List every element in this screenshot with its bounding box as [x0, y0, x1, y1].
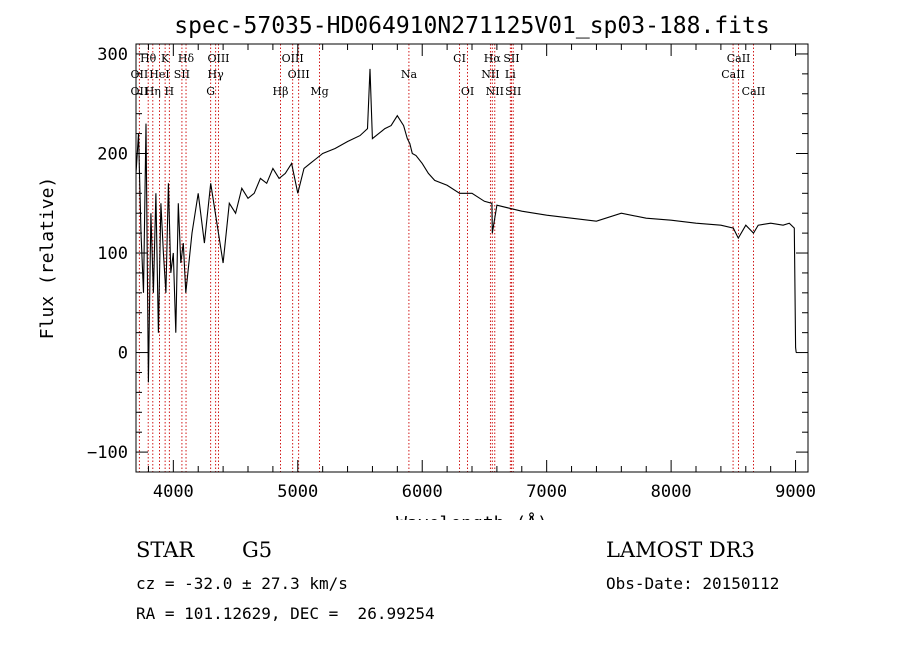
line-label: Hδ [178, 52, 195, 65]
spectrum-line [135, 68, 797, 383]
line-label: CI [453, 52, 466, 65]
line-label: OIII [207, 52, 229, 65]
coordinates: RA = 101.12629, DEC = 26.99254 [136, 604, 435, 623]
line-label: SII [503, 52, 519, 65]
redshift-cz: cz = -32.0 ± 27.3 km/s [136, 574, 348, 593]
x-tick-label: 6000 [402, 482, 443, 502]
line-label: H [165, 85, 175, 98]
line-label: NII [481, 68, 499, 81]
emission-line-markers [138, 44, 754, 472]
line-label: OII [131, 85, 149, 98]
line-label: CaII [727, 52, 751, 65]
line-label: CaII [721, 68, 745, 81]
line-label: OI [461, 85, 474, 98]
x-tick-label: 8000 [651, 482, 692, 502]
line-label: K [161, 52, 170, 65]
line-label: Mg [310, 85, 328, 98]
x-tick-label: 9000 [775, 482, 816, 502]
line-label: Hα [484, 52, 502, 65]
obs-date: Obs-Date: 20150112 [606, 574, 780, 593]
line-label: Hβ [273, 85, 289, 98]
line-label: NII [486, 85, 504, 98]
chart-title: spec-57035-HD064910N271125V01_sp03-188.f… [174, 13, 769, 39]
y-axis: −100 0 100 200 300 [87, 45, 808, 463]
x-tick-label: 4000 [153, 482, 194, 502]
line-label: Hη [145, 85, 161, 98]
x-tick-label: 7000 [526, 482, 567, 502]
line-label: SII [174, 68, 190, 81]
y-tick-label: 300 [97, 45, 128, 65]
line-label: Hγ [208, 68, 225, 81]
line-label: OIII [288, 68, 310, 81]
survey-label: LAMOST DR3 [606, 538, 755, 562]
y-tick-label: 100 [97, 244, 128, 264]
line-label: Li [505, 68, 516, 81]
subclass: G5 [242, 538, 273, 562]
y-tick-label: 200 [97, 144, 128, 164]
x-axis-label: Wavelength (Å) [396, 512, 548, 520]
y-tick-label: 0 [118, 344, 128, 364]
line-label: Na [401, 68, 418, 81]
object-class: STAR [136, 538, 195, 562]
line-label: OII [131, 68, 149, 81]
line-label: G [206, 85, 215, 98]
x-axis: 4000 5000 6000 7000 8000 9000 [147, 44, 816, 502]
line-label: CaII [742, 85, 766, 98]
x-tick-label: 5000 [277, 482, 318, 502]
line-label: Hθ [140, 52, 157, 65]
y-axis-label: Flux (relative) [37, 177, 58, 340]
line-label: OIII [282, 52, 304, 65]
line-label: HeI [149, 68, 169, 81]
spectrum-chart: spec-57035-HD064910N271125V01_sp03-188.f… [37, 13, 816, 520]
line-label: SII [505, 85, 521, 98]
plot-frame [135, 43, 809, 473]
y-tick-label: −100 [87, 443, 128, 463]
